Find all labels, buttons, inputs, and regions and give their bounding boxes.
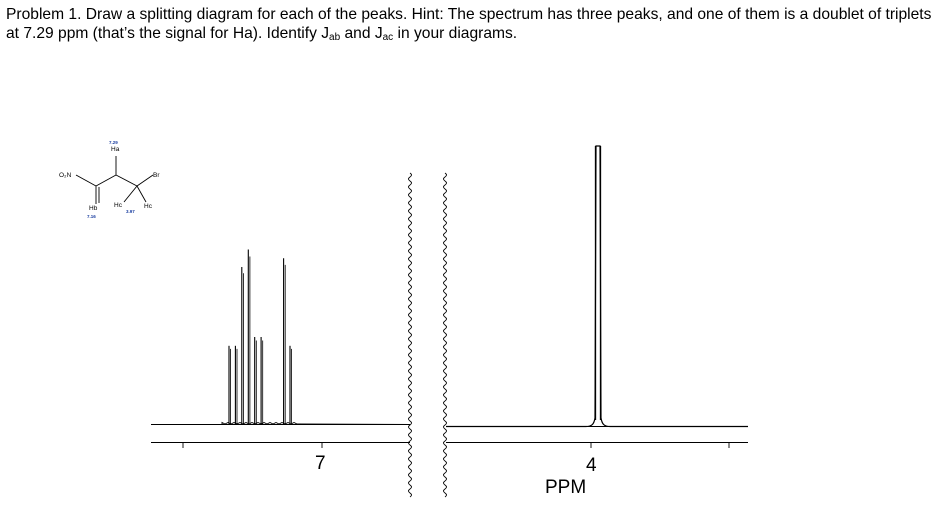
left-panel-axes xyxy=(151,424,410,448)
problem-statement: Problem 1. Draw a splitting diagram for … xyxy=(6,5,936,43)
problem-text-part-2: and J xyxy=(340,25,383,42)
ha-shift: 7.29 xyxy=(109,140,118,145)
hc-left-label: Hc xyxy=(114,202,123,209)
axis-unit-ppm: PPM xyxy=(545,477,586,498)
bromo-label: Br xyxy=(153,172,160,179)
molecule-bonds xyxy=(75,156,154,204)
axis-break xyxy=(408,172,447,498)
aliphatic-singlet xyxy=(446,145,748,428)
hc-shift: 3.97 xyxy=(126,209,135,214)
hb-label: Hb xyxy=(89,205,98,212)
axis-break-squiggle-left xyxy=(408,172,412,498)
nitro-label: O₂N xyxy=(59,172,72,179)
problem-text-part-1: Problem 1. Draw a splitting diagram for … xyxy=(6,6,932,42)
aromatic-baseline xyxy=(151,421,411,425)
j-ab-subscript: ab xyxy=(329,32,341,43)
ha-label: Ha xyxy=(111,146,120,153)
singlet-peak xyxy=(446,145,748,428)
problem-text-part-3: in your diagrams. xyxy=(393,25,518,42)
axis-label-7: 7 xyxy=(315,453,326,474)
j-ac-subscript: ac xyxy=(382,32,394,43)
aromatic-multiplet xyxy=(151,249,411,425)
hc-right-label: Hc xyxy=(144,203,153,210)
axis-break-squiggle-right xyxy=(443,172,447,498)
axis-label-4: 4 xyxy=(586,455,597,476)
hb-shift: 7.16 xyxy=(87,214,96,219)
molecule-structure: O₂N Br 7.29 Ha Hb 7.16 Hc Hc 3.97 xyxy=(59,140,160,219)
right-panel-axes xyxy=(446,426,748,448)
